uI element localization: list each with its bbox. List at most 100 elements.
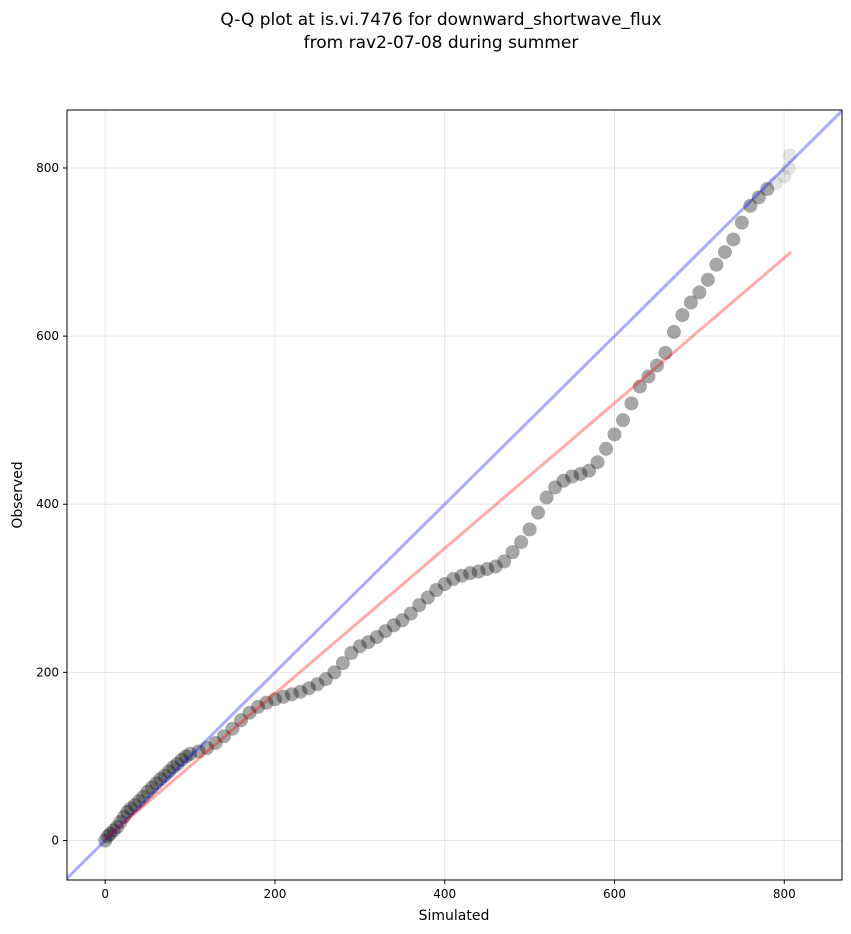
- data-point-8: [123, 801, 138, 816]
- data-point-58: [488, 559, 503, 574]
- data-point-91: [768, 176, 783, 191]
- data-point-32: [267, 692, 282, 707]
- data-point-45: [378, 624, 393, 639]
- data-point-20: [174, 752, 189, 767]
- data-point-44: [369, 630, 384, 645]
- data-point-41: [344, 646, 359, 661]
- x-tick-label-1: 200: [264, 887, 287, 901]
- x-tick-label-4: 800: [773, 887, 796, 901]
- axis-ticks: 0 200 400 600 800 0 200 400 600 800: [36, 161, 796, 901]
- data-point-51: [429, 582, 444, 597]
- data-point-18: [166, 760, 181, 775]
- data-point-1: [100, 829, 115, 844]
- data-point-31: [259, 695, 274, 710]
- data-point-88: [743, 198, 758, 213]
- data-point-92: [777, 169, 792, 184]
- data-point-62: [522, 522, 537, 537]
- plot-frame: [66, 109, 843, 881]
- data-point-35: [293, 684, 308, 699]
- data-point-61: [514, 535, 529, 550]
- data-point-11: [136, 789, 151, 804]
- data-point-29: [242, 705, 257, 720]
- data-point-90: [760, 182, 775, 197]
- data-point-76: [641, 369, 656, 384]
- data-point-17: [161, 764, 176, 779]
- data-point-21: [178, 749, 193, 764]
- data-point-80: [675, 308, 690, 323]
- data-point-5: [113, 814, 128, 829]
- data-point-36: [301, 681, 316, 696]
- data-point-78: [658, 345, 673, 360]
- data-point-19: [170, 756, 185, 771]
- chart-title-line-2: from rav2-07-08 during summer: [304, 33, 579, 53]
- data-point-39: [327, 665, 342, 680]
- data-point-15: [153, 772, 168, 787]
- data-point-6: [116, 809, 131, 824]
- data-point-30: [250, 699, 265, 714]
- data-point-28: [234, 713, 249, 728]
- data-point-81: [683, 295, 698, 310]
- y-tick-label-1: 200: [36, 665, 59, 679]
- data-point-53: [446, 572, 461, 587]
- y-tick-label-0: 0: [51, 833, 59, 847]
- data-points: [98, 148, 797, 848]
- data-point-93: [781, 161, 796, 176]
- data-point-55: [463, 566, 478, 581]
- fit-line: [104, 250, 793, 840]
- data-point-13: [144, 780, 159, 795]
- data-point-85: [717, 245, 732, 260]
- data-point-79: [666, 324, 681, 339]
- data-point-64: [539, 490, 554, 505]
- data-point-43: [361, 635, 376, 650]
- data-point-56: [471, 564, 486, 579]
- data-point-60: [505, 545, 520, 560]
- data-point-47: [395, 613, 410, 628]
- data-point-16: [157, 768, 172, 783]
- y-tick-label-3: 600: [36, 329, 59, 343]
- y-tick-label-4: 800: [36, 161, 59, 175]
- y-axis-label: Observed: [10, 461, 26, 528]
- data-point-24: [200, 741, 215, 756]
- data-point-22: [183, 746, 198, 761]
- x-tick-label-0: 0: [101, 887, 109, 901]
- y-tick-label-2: 400: [36, 497, 59, 511]
- data-point-82: [692, 285, 707, 300]
- data-point-52: [437, 577, 452, 592]
- data-point-25: [208, 735, 223, 750]
- data-point-50: [420, 590, 435, 605]
- data-point-3: [106, 823, 121, 838]
- one-to-one-line: [67, 110, 842, 880]
- data-point-87: [734, 215, 749, 230]
- x-tick-label-2: 400: [433, 887, 456, 901]
- data-point-46: [386, 618, 401, 633]
- data-point-10: [132, 793, 147, 808]
- data-point-63: [531, 505, 546, 520]
- data-point-7: [120, 804, 135, 819]
- reference-lines: [67, 110, 842, 880]
- data-point-2: [103, 826, 118, 841]
- grid: [67, 110, 842, 880]
- data-point-89: [751, 190, 766, 205]
- x-axis-label: Simulated: [419, 908, 490, 924]
- data-point-27: [225, 721, 240, 736]
- data-point-65: [548, 480, 563, 495]
- chart-title-line-1: Q-Q plot at is.vi.7476 for downward_shor…: [220, 10, 661, 30]
- data-point-49: [412, 598, 427, 613]
- data-point-48: [403, 606, 418, 621]
- data-point-54: [454, 568, 469, 583]
- data-point-42: [352, 639, 367, 654]
- data-point-67: [565, 469, 580, 484]
- data-point-9: [127, 798, 142, 813]
- data-point-14: [149, 776, 164, 791]
- data-point-77: [649, 358, 664, 373]
- data-point-86: [726, 232, 741, 247]
- data-point-69: [582, 463, 597, 478]
- data-point-26: [217, 729, 232, 744]
- data-point-94: [782, 148, 797, 163]
- data-point-74: [624, 396, 639, 411]
- data-point-59: [497, 554, 512, 569]
- data-point-72: [607, 427, 622, 442]
- data-point-71: [599, 441, 614, 456]
- data-point-0: [98, 833, 113, 848]
